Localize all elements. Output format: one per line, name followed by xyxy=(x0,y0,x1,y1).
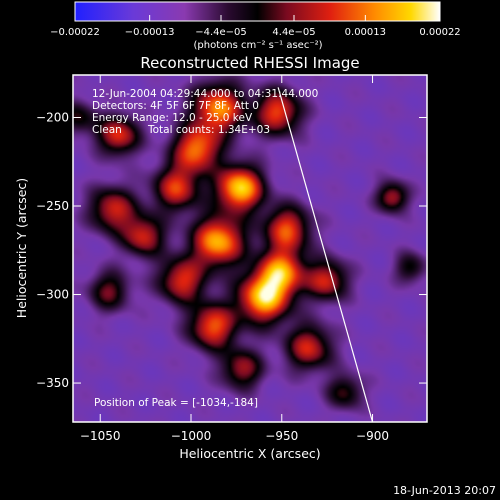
annotation-peak-position: Position of Peak = [-1034,-184] xyxy=(94,397,258,409)
footer-timestamp: 18-Jun-2013 20:07 xyxy=(393,484,496,497)
colorbar-tick-label: −0.00022 xyxy=(50,27,100,38)
plot-frame xyxy=(72,74,428,423)
colorbar-tick-label: −0.00013 xyxy=(125,27,175,38)
x-tick-label: −1000 xyxy=(171,429,212,443)
annotation-energy-range: Energy Range: 12.0 - 25.0 keV xyxy=(92,112,253,124)
annotation-time-range: 12-Jun-2004 04:29:44.000 to 04:31:44.000 xyxy=(92,88,318,100)
colorbar-tick-label: 0.00022 xyxy=(419,27,460,38)
y-tick-label: −200 xyxy=(36,110,69,124)
annotation-detectors: Detectors: 4F 5F 6F 7F 8F, Att 0 xyxy=(92,100,259,112)
x-axis-ticks: −1050 −1000 −950 −900 xyxy=(80,75,389,443)
solar-limb-line xyxy=(277,87,374,422)
plot-area xyxy=(73,75,427,422)
x-tick-label: −1050 xyxy=(80,429,121,443)
y-tick-label: −250 xyxy=(36,199,69,213)
y-axis-ticks: −200 −250 −300 −350 xyxy=(36,110,427,390)
annotation-total-counts: Total counts: 1.34E+03 xyxy=(147,124,270,136)
colorbar-ticks: −0.00022 −0.00013 −4.4e−05 4.4e−05 0.00013 0.… xyxy=(50,15,461,38)
chart-title: Reconstructed RHESSI Image xyxy=(140,54,359,72)
y-tick-label: −300 xyxy=(36,288,69,302)
x-tick-label: −950 xyxy=(265,429,298,443)
heatmap-image xyxy=(73,75,427,422)
annotation-method: Clean xyxy=(92,124,122,136)
y-tick-label: −350 xyxy=(36,376,69,390)
colorbar-gradient xyxy=(74,1,441,22)
colorbar-tick-label: 4.4e−05 xyxy=(272,27,315,38)
x-tick-label: −900 xyxy=(356,429,389,443)
x-axis-label: Heliocentric X (arcsec) xyxy=(179,446,320,461)
colorbar-tick-label: −4.4e−05 xyxy=(195,27,247,38)
y-axis-label: Heliocentric Y (arcsec) xyxy=(14,178,29,318)
colorbar: −0.00022 −0.00013 −4.4e−05 4.4e−05 0.00013 0.… xyxy=(50,1,461,51)
colorbar-tick-label: 0.00013 xyxy=(345,27,386,38)
colorbar-units-label: (photons cm⁻² s⁻¹ asec⁻²) xyxy=(193,40,322,51)
